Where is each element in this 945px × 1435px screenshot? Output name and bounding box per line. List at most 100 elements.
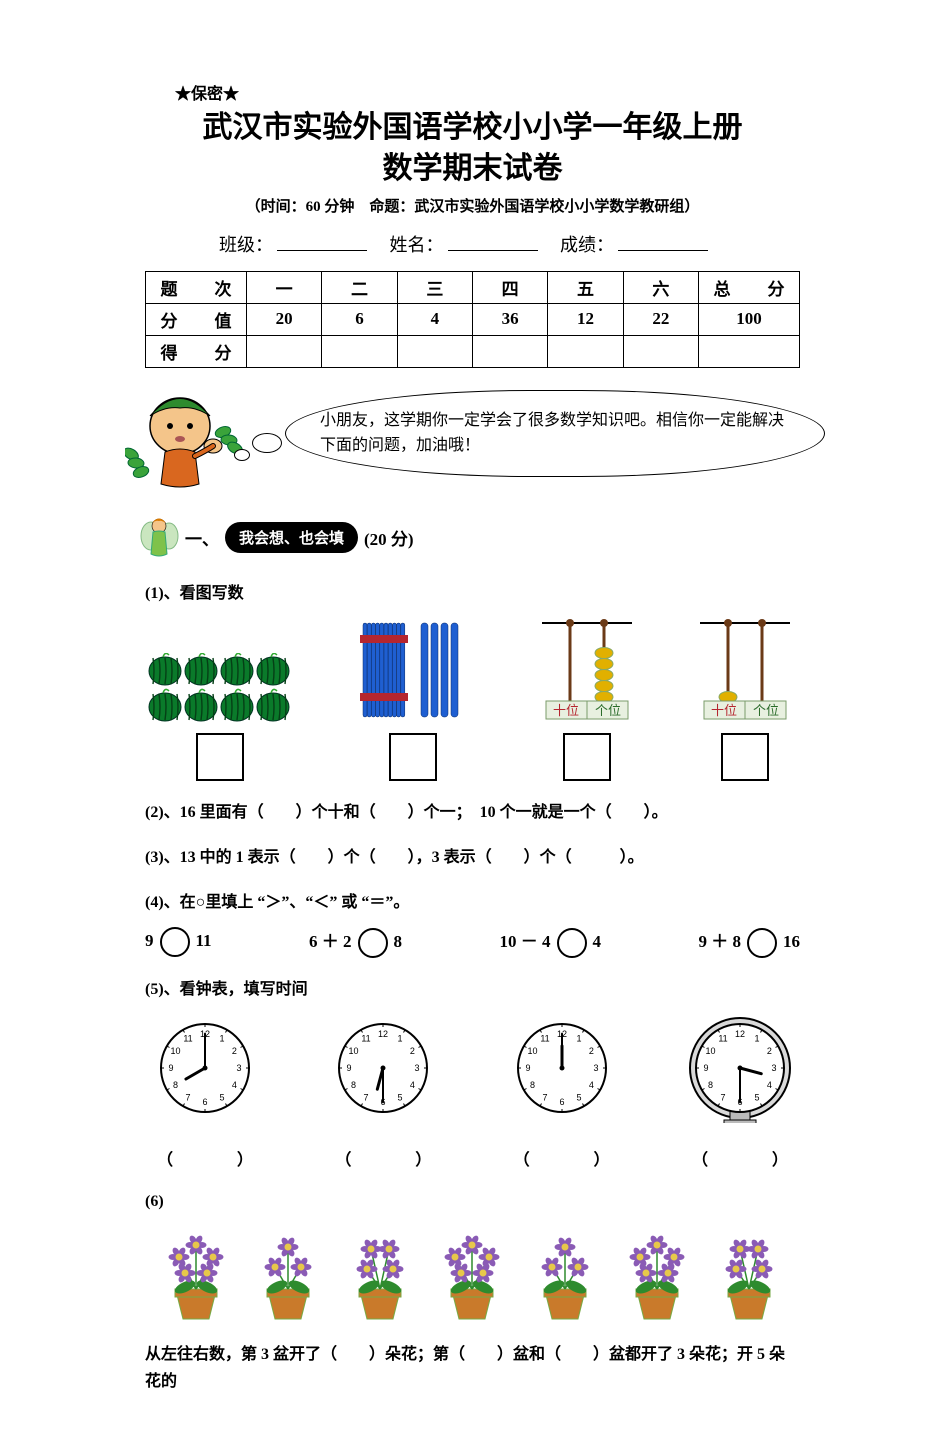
- q5-blanks: （ ） （ ） （ ） （ ）: [145, 1138, 800, 1170]
- intro-block: 小朋友，这学期你一定学会了很多数学知识吧。相信你一定能解决下面的问题，加油哦！: [145, 380, 800, 500]
- q5-blank-4[interactable]: （ ）: [680, 1146, 800, 1170]
- svg-text:11: 11: [540, 1033, 549, 1043]
- title-line-2: 数学期末试卷: [383, 152, 563, 185]
- svg-text:12: 12: [735, 1029, 745, 1039]
- flower-pot-3: [339, 1225, 421, 1325]
- q3: (3)、13 中的 1 表示（ ）个（ ），3 表示（ ）个（ ）。: [145, 844, 800, 871]
- flower-pot-4: [431, 1225, 513, 1325]
- q4-item-3: 10 － 44: [500, 927, 602, 958]
- score-got-7[interactable]: [699, 335, 800, 367]
- score-header-3: 三: [397, 271, 472, 303]
- score-header-1: 一: [247, 271, 322, 303]
- compare-circle[interactable]: [557, 928, 587, 958]
- svg-text:11: 11: [718, 1033, 727, 1043]
- svg-text:12: 12: [378, 1029, 388, 1039]
- svg-text:3: 3: [593, 1063, 598, 1073]
- score-got-1[interactable]: [247, 335, 322, 367]
- svg-text:1: 1: [576, 1033, 581, 1043]
- q5-blank-2[interactable]: （ ）: [323, 1146, 443, 1170]
- flower-pot-5: [524, 1225, 606, 1325]
- svg-text:3: 3: [415, 1063, 420, 1073]
- clock-2: 123456789101112: [323, 1013, 443, 1128]
- svg-text:2: 2: [767, 1046, 772, 1056]
- score-got-3[interactable]: [397, 335, 472, 367]
- score-value-3: 4: [397, 303, 472, 335]
- kid-icon: [125, 376, 255, 496]
- svg-text:8: 8: [351, 1080, 356, 1090]
- score-value-7: 100: [699, 303, 800, 335]
- q5-clocks: 1234567891011121234567891011121234567891…: [145, 1013, 800, 1128]
- watermelons-icon: [145, 653, 295, 725]
- svg-text:10: 10: [706, 1046, 716, 1056]
- score-got-5[interactable]: [548, 335, 623, 367]
- svg-text:7: 7: [542, 1092, 547, 1102]
- q1-abacus-a: 十位 个位: [532, 615, 642, 781]
- svg-text:11: 11: [362, 1033, 371, 1043]
- svg-text:9: 9: [703, 1063, 708, 1073]
- score-header-0: 题 次: [146, 271, 247, 303]
- compare-circle[interactable]: [747, 928, 777, 958]
- svg-text:4: 4: [410, 1080, 415, 1090]
- q1-sticks: [343, 615, 483, 781]
- svg-text:8: 8: [708, 1080, 713, 1090]
- score-table: 题 次 一 二 三 四 五 六 总 分 分 值 20 6 4 36 12 22 …: [145, 271, 800, 368]
- score-got-6[interactable]: [623, 335, 698, 367]
- clock-1: 123456789101112: [145, 1013, 265, 1128]
- field-name-blank[interactable]: [448, 230, 538, 251]
- counting-sticks-icon: [343, 615, 483, 725]
- field-class-label: 班级：: [219, 235, 273, 255]
- score-value-5: 12: [548, 303, 623, 335]
- page-title: 武汉市实验外国语学校小小学一年级上册 数学期末试卷: [145, 108, 800, 189]
- q4-items: 911 6 ＋ 28 10 － 44 9 ＋ 816: [145, 927, 800, 958]
- clock-4: 123456789101112: [680, 1013, 800, 1128]
- svg-text:5: 5: [398, 1092, 403, 1102]
- svg-text:2: 2: [232, 1046, 237, 1056]
- svg-text:10: 10: [349, 1046, 359, 1056]
- clock-icon: 123456789101112: [680, 1013, 800, 1123]
- q1-answer-box-1[interactable]: [196, 733, 244, 781]
- section-1-num: 一、: [185, 525, 219, 550]
- q6-flowers: [145, 1225, 800, 1325]
- score-header-6: 六: [623, 271, 698, 303]
- svg-text:1: 1: [398, 1033, 403, 1043]
- svg-text:8: 8: [173, 1080, 178, 1090]
- field-name-label: 姓名：: [390, 235, 444, 255]
- svg-text:十位: 十位: [711, 703, 737, 718]
- section-1-pill: 我会想、也会填: [225, 522, 358, 553]
- compare-circle[interactable]: [358, 928, 388, 958]
- q5-blank-1[interactable]: （ ）: [145, 1146, 265, 1170]
- svg-text:7: 7: [364, 1092, 369, 1102]
- q5-blank-3[interactable]: （ ）: [502, 1146, 622, 1170]
- svg-text:1: 1: [219, 1033, 224, 1043]
- confidential-tag: ★保密★: [175, 80, 800, 104]
- svg-text:9: 9: [525, 1063, 530, 1073]
- svg-text:7: 7: [185, 1092, 190, 1102]
- clock-3: 123456789101112: [502, 1013, 622, 1128]
- svg-text:4: 4: [589, 1080, 594, 1090]
- score-got-4[interactable]: [472, 335, 547, 367]
- score-got-2[interactable]: [322, 335, 397, 367]
- svg-text:8: 8: [530, 1080, 535, 1090]
- svg-text:2: 2: [410, 1046, 415, 1056]
- score-header-2: 二: [322, 271, 397, 303]
- compare-circle[interactable]: [160, 927, 190, 957]
- q1-answer-box-3[interactable]: [563, 733, 611, 781]
- field-score-label: 成绩：: [560, 235, 614, 255]
- field-class-blank[interactable]: [277, 230, 367, 251]
- field-score-blank[interactable]: [618, 230, 708, 251]
- svg-text:4: 4: [232, 1080, 237, 1090]
- q5: (5)、看钟表，填写时间: [145, 976, 800, 1003]
- score-got-label: 得 分: [146, 335, 247, 367]
- svg-text:10: 10: [171, 1046, 181, 1056]
- q1-answer-box-4[interactable]: [721, 733, 769, 781]
- clock-icon: 123456789101112: [502, 1013, 622, 1123]
- svg-text:十位: 十位: [553, 703, 579, 718]
- svg-text:个位: 个位: [595, 703, 621, 718]
- q4: (4)、在○里填上 “＞”、“＜” 或 “＝”。: [145, 889, 800, 916]
- subtitle: （时间：60 分钟 命题：武汉市实验外国语学校小小学数学教研组）: [145, 195, 800, 216]
- score-value-row: 分 值 20 6 4 36 12 22 100: [146, 303, 800, 335]
- q1-answer-box-2[interactable]: [389, 733, 437, 781]
- svg-text:7: 7: [720, 1092, 725, 1102]
- score-header-row: 题 次 一 二 三 四 五 六 总 分: [146, 271, 800, 303]
- q4-item-4: 9 ＋ 816: [698, 927, 800, 958]
